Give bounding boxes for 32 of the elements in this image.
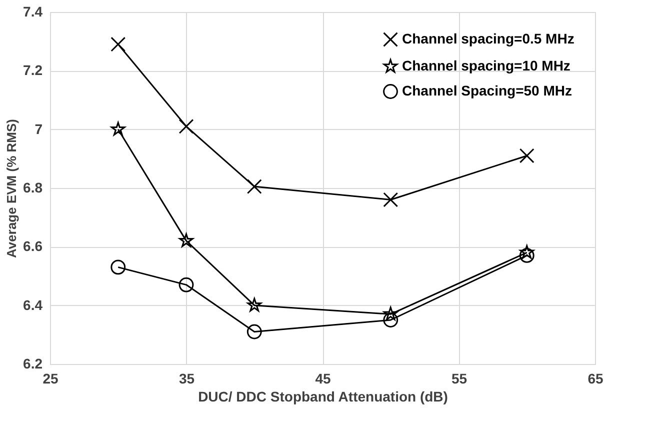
point xyxy=(246,324,262,340)
y-tick-label: 7.2 xyxy=(23,62,43,78)
point xyxy=(246,179,262,194)
point xyxy=(383,312,398,328)
point xyxy=(110,260,126,275)
y-tick-label: 6.8 xyxy=(23,180,43,196)
point xyxy=(247,298,262,312)
y-tick-label: 6.2 xyxy=(23,356,43,372)
point xyxy=(383,306,398,320)
point xyxy=(178,277,194,292)
x-tick-label: 55 xyxy=(451,370,468,386)
x-axis-title: DUC/ DDC Stopband Attenuation (dB) xyxy=(198,388,448,404)
x-tick-label: 65 xyxy=(588,370,604,386)
point xyxy=(110,36,126,52)
y-tick-label: 6.6 xyxy=(23,238,43,254)
point xyxy=(110,122,126,136)
point xyxy=(520,245,534,259)
y-tick-label: 7 xyxy=(34,120,43,137)
point xyxy=(519,248,534,263)
point xyxy=(519,148,534,164)
legend-label: Channel Spacing=50 MHz xyxy=(402,82,572,98)
y-tick-label: 7.4 xyxy=(23,4,43,20)
x-tick-label: 45 xyxy=(315,370,331,386)
point xyxy=(179,233,194,247)
y-axis-title: Average EVM (% RMS) xyxy=(4,119,20,258)
y-tick-label: 6.4 xyxy=(23,296,43,313)
legend-label: Channel spacing=0.5 MHz xyxy=(402,30,574,46)
point xyxy=(178,118,194,134)
point xyxy=(383,192,398,208)
x-tick-label: 25 xyxy=(42,370,58,386)
x-tick-label: 35 xyxy=(178,370,195,386)
legend-label: Channel spacing=10 MHz xyxy=(402,58,570,74)
